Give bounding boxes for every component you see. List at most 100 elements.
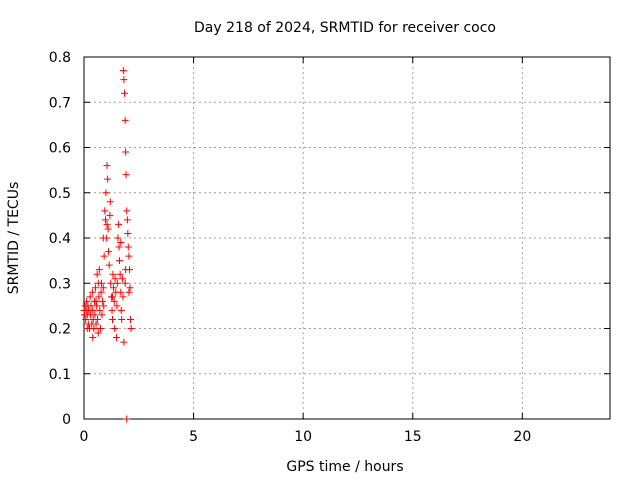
x-tick-labels: 0 5 10 15 20 xyxy=(80,429,532,445)
data-point xyxy=(110,297,118,305)
data-point xyxy=(123,207,131,215)
y-tick-label: 0 xyxy=(62,412,71,428)
data-point xyxy=(113,279,121,287)
data-point xyxy=(88,288,96,296)
data-point xyxy=(99,297,107,305)
data-point xyxy=(94,329,102,337)
x-tick-label: 15 xyxy=(404,429,422,445)
data-point xyxy=(108,306,116,314)
data-point xyxy=(126,315,134,323)
data-point xyxy=(116,257,124,265)
data-point xyxy=(118,275,126,283)
data-point xyxy=(96,306,104,314)
data-point xyxy=(109,270,117,278)
data-point xyxy=(95,266,103,274)
x-tick-label: 5 xyxy=(189,429,198,445)
data-point xyxy=(105,248,113,256)
data-point xyxy=(121,89,129,97)
data-point xyxy=(111,325,119,332)
data-point xyxy=(121,116,129,124)
y-tick-label: 0.3 xyxy=(49,276,71,292)
x-tick-label: 10 xyxy=(294,429,312,445)
data-point xyxy=(86,293,94,301)
data-point xyxy=(126,284,134,292)
y-tick-label: 0.1 xyxy=(49,367,71,383)
data-point xyxy=(119,67,127,75)
data-point xyxy=(89,306,97,314)
data-point xyxy=(115,220,123,228)
data-point xyxy=(96,325,104,332)
data-point xyxy=(101,216,109,224)
data-point xyxy=(91,311,99,319)
x-tick-label: 20 xyxy=(513,429,531,445)
data-point xyxy=(83,325,91,332)
data-point xyxy=(123,216,131,224)
data-point xyxy=(95,293,103,301)
data-point xyxy=(116,270,124,278)
data-point xyxy=(103,162,111,170)
y-tick-label: 0.7 xyxy=(49,95,71,111)
data-point xyxy=(104,225,112,233)
data-point xyxy=(92,320,100,328)
data-point xyxy=(99,284,107,292)
data-points xyxy=(80,67,135,423)
data-point xyxy=(123,415,131,423)
data-point xyxy=(107,279,115,287)
data-point xyxy=(100,252,108,260)
data-point xyxy=(91,284,99,292)
data-point xyxy=(93,270,101,278)
data-point xyxy=(108,315,116,323)
data-point xyxy=(89,334,97,342)
data-point xyxy=(119,293,127,301)
data-point xyxy=(106,211,114,219)
data-point xyxy=(117,239,125,247)
data-point xyxy=(92,297,100,305)
data-point xyxy=(114,234,122,242)
data-point xyxy=(118,315,126,323)
data-point xyxy=(103,220,111,228)
axis-ticks xyxy=(83,56,610,420)
data-point xyxy=(124,243,132,251)
data-point xyxy=(82,315,90,323)
data-point xyxy=(105,261,113,269)
y-tick-label: 0.2 xyxy=(49,322,71,338)
data-point xyxy=(120,338,128,346)
data-point xyxy=(93,302,101,310)
y-tick-label: 0.8 xyxy=(49,50,71,66)
data-point xyxy=(115,243,123,251)
data-point xyxy=(106,198,114,206)
y-tick-label: 0.6 xyxy=(49,141,71,157)
data-point xyxy=(117,288,125,296)
data-point xyxy=(120,76,128,84)
data-point xyxy=(101,207,109,215)
plot-frame xyxy=(83,56,611,420)
data-point xyxy=(112,334,120,342)
data-point xyxy=(122,266,130,274)
data-point xyxy=(122,171,130,179)
data-point xyxy=(102,189,110,197)
data-point xyxy=(125,252,133,260)
y-tick-labels: 0 0.1 0.2 0.3 0.4 0.5 0.6 0.7 0.8 xyxy=(49,50,71,428)
data-point xyxy=(97,288,105,296)
data-point xyxy=(83,297,91,305)
data-point xyxy=(90,325,98,332)
y-tick-label: 0.5 xyxy=(49,186,71,202)
data-point xyxy=(104,175,112,183)
y-axis-title: SRMTID / TECUs xyxy=(6,182,22,295)
data-point xyxy=(111,275,119,283)
data-point xyxy=(100,302,108,310)
data-point xyxy=(121,279,129,287)
x-tick-label: 0 xyxy=(80,429,89,445)
data-point xyxy=(113,302,121,310)
data-point xyxy=(94,315,102,323)
data-point xyxy=(98,311,106,319)
grid-lines xyxy=(84,57,610,419)
data-point xyxy=(108,293,116,301)
data-point xyxy=(110,284,118,292)
chart-title: Day 218 of 2024, SRMTID for receiver coc… xyxy=(194,20,496,36)
data-point xyxy=(127,325,135,332)
data-point xyxy=(124,229,132,237)
data-point xyxy=(125,288,133,296)
data-point xyxy=(122,148,130,156)
